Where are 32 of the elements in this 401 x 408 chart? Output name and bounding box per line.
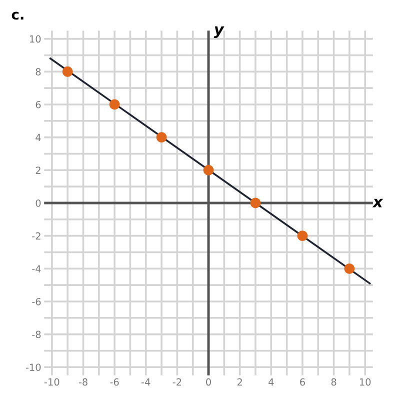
chart-title: c.: [12, 12, 24, 20]
y-tick-label: 8: [36, 68, 41, 76]
y-tick-label: -10: [26, 364, 41, 371]
point: [109, 99, 120, 110]
x-tick-label: 8: [331, 378, 336, 386]
point: [344, 263, 355, 274]
y-tick-label: 0: [36, 199, 41, 207]
y-tick-label: -4: [32, 265, 41, 272]
x-tick-label: -10: [44, 378, 60, 386]
point: [203, 164, 214, 176]
x-tick-label: 0: [206, 378, 211, 386]
point: [156, 132, 167, 143]
y-axis-title: y: [214, 26, 224, 38]
y-tick-label: 2: [36, 166, 40, 174]
y-tick-label: 4: [36, 134, 41, 142]
x-tick-label: 2: [237, 378, 242, 386]
y-tick-label: -8: [32, 330, 41, 338]
x-tick-label: 4: [268, 378, 274, 386]
y-tick-label: 6: [36, 100, 41, 108]
point: [62, 66, 73, 77]
point: [250, 198, 261, 208]
y-tick-label: -6: [32, 298, 41, 306]
x-tick-label: -4: [142, 378, 150, 386]
x-tick-label: -8: [78, 378, 88, 386]
x-tick-label: 10: [360, 378, 371, 386]
y-tick-label: 10: [30, 35, 41, 43]
point: [297, 230, 308, 242]
y-tick-label: -2: [32, 232, 40, 240]
x-tick-label: -6: [110, 378, 119, 386]
x-tick-label: -2: [172, 378, 182, 386]
x-tick-label: 6: [300, 378, 305, 386]
x-axis-title: x: [372, 198, 384, 208]
